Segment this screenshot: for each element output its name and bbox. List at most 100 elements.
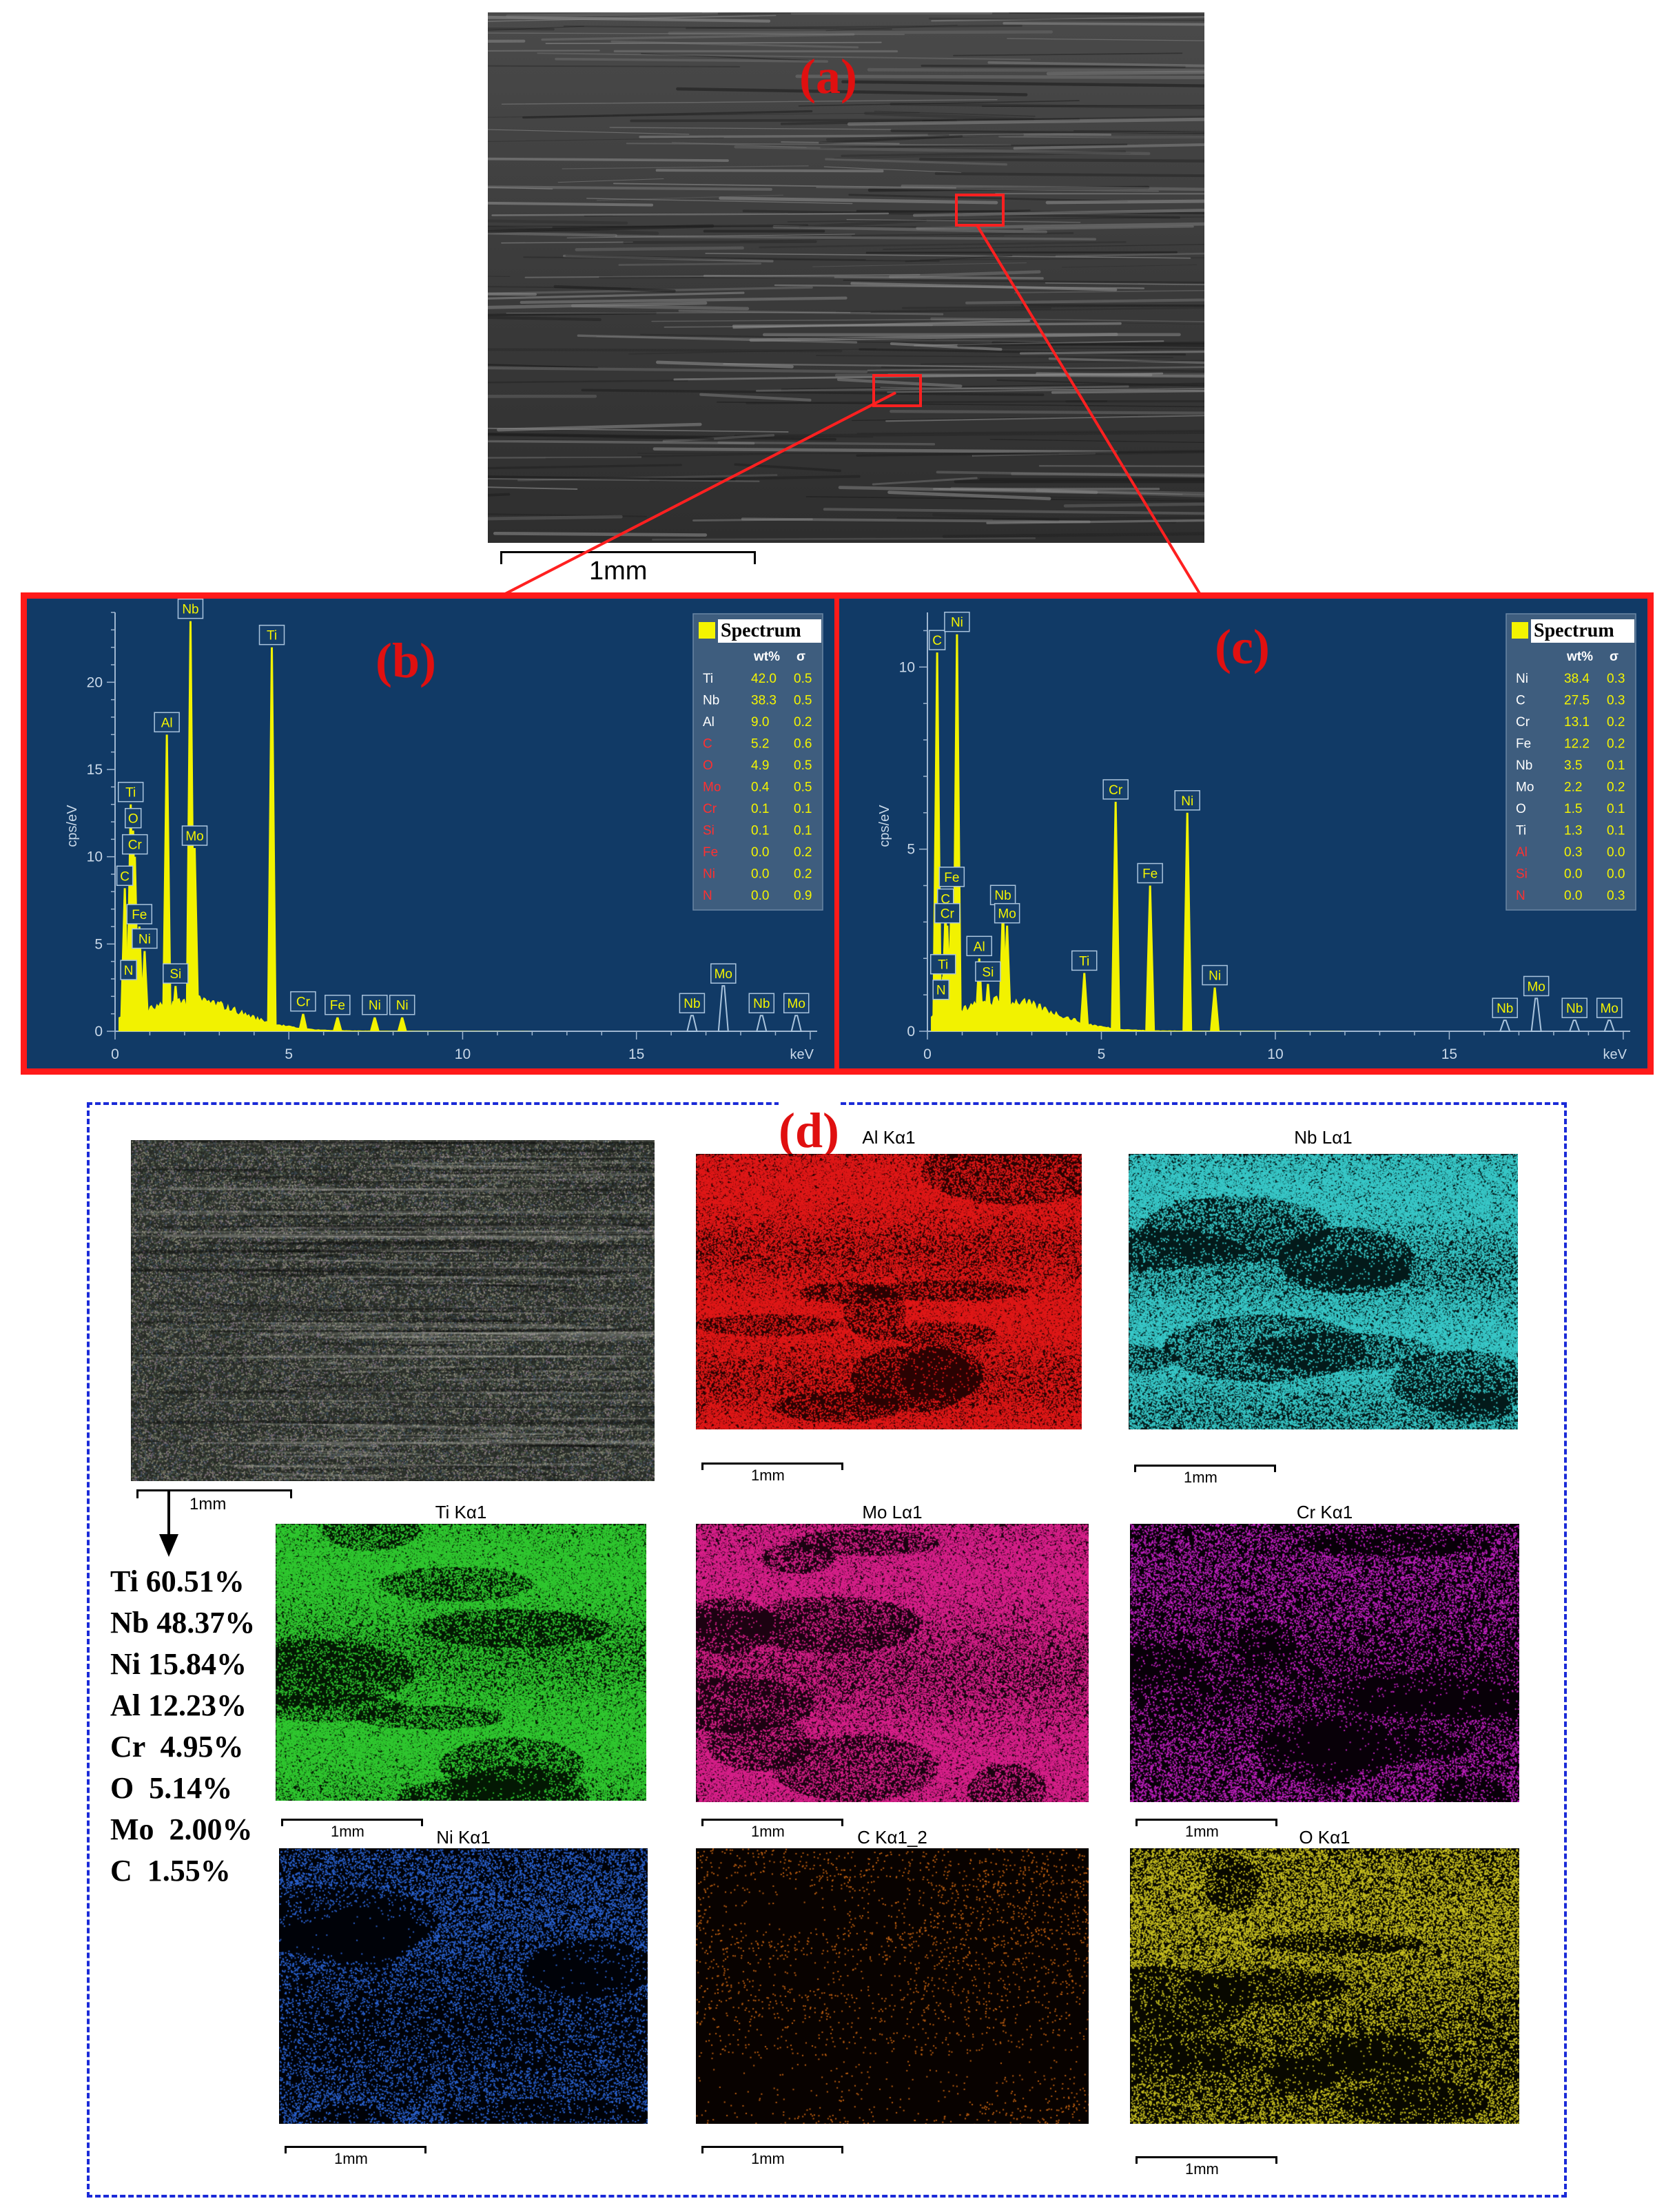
region-b-box xyxy=(872,374,922,407)
map-scale-label: 1mm xyxy=(1185,2160,1219,2178)
sem-micrograph-d xyxy=(131,1140,655,1481)
peak-label: Mo xyxy=(185,829,203,844)
legend-element: Cr xyxy=(703,802,717,816)
scale-bar-d xyxy=(136,1489,292,1498)
legend-element: Ti xyxy=(1516,824,1526,838)
map-scale-bar xyxy=(701,2146,843,2153)
spectrum-background xyxy=(119,995,533,1031)
x-tick-label: 15 xyxy=(1441,1046,1457,1062)
scale-bar-a xyxy=(500,551,756,564)
spectrum-peak xyxy=(1499,1020,1511,1032)
peak-label: Fe xyxy=(132,908,147,922)
peak-label: Ti xyxy=(938,958,948,973)
spectrum-peak xyxy=(756,1015,768,1032)
peak-label: Si xyxy=(982,965,994,980)
peak-label-box xyxy=(290,991,316,1012)
legend-sigma: 0.5 xyxy=(794,672,812,686)
map-scale-label: 1mm xyxy=(331,1823,364,1840)
spectrum-peak xyxy=(267,647,277,1031)
spectrum-peak xyxy=(369,1017,380,1031)
spectrum-peak xyxy=(189,848,200,1031)
legend-element: Al xyxy=(703,715,715,730)
legend-element: Nb xyxy=(1516,758,1532,773)
legend-title-bg xyxy=(718,619,821,643)
legend-wt: 42.0 xyxy=(751,672,777,686)
legend-title-bg xyxy=(1531,619,1634,643)
y-tick-label: 15 xyxy=(87,762,103,778)
element-map xyxy=(1130,1524,1519,1802)
spectrum-peak xyxy=(1603,1020,1616,1032)
legend-wt: 0.0 xyxy=(751,867,769,882)
legend-element: Fe xyxy=(703,845,718,860)
map-title: O Kα1 xyxy=(1299,1827,1350,1848)
x-axis-label: keV xyxy=(1603,1047,1627,1062)
spectrum-panel-b: 0 5 10 15 20 0 5 10 15 keV cps/eV Nb Ti Al Mo Ti O Cr C Fe N… xyxy=(27,599,834,1068)
panel-label-b: (b) xyxy=(376,633,436,688)
peak-label: C xyxy=(932,634,942,648)
spectrum-peak xyxy=(170,986,181,1031)
panel-label-a: (a) xyxy=(799,49,857,104)
map-scale-bar xyxy=(701,1462,843,1470)
peak-label: Ni xyxy=(951,616,963,630)
peak-label-box xyxy=(1174,790,1200,811)
peak-label-box xyxy=(117,781,144,803)
legend-wt: 2.2 xyxy=(1564,781,1582,795)
legend-element: Nb xyxy=(703,694,719,708)
legend-wt: 13.1 xyxy=(1564,715,1590,730)
peak-label-box xyxy=(1137,862,1163,884)
scale-label-a: 1mm xyxy=(589,557,648,586)
peak-label-box xyxy=(710,963,737,984)
peak-label-box xyxy=(362,994,388,1015)
peak-label-box xyxy=(929,953,956,975)
legend-sigma: 0.3 xyxy=(1607,889,1625,903)
spectrum-peak xyxy=(983,984,993,1031)
map-title: Cr Kα1 xyxy=(1296,1502,1353,1522)
map-title: C Kα1_2 xyxy=(857,1827,927,1848)
peak-label-box xyxy=(928,630,946,650)
legend-element: O xyxy=(703,758,713,773)
spectrum-chart-c: 0 5 10 0 5 10 15 keV cps/eV C Ni Cr Ni Fe Nb Mo Fe C Cr Al T… xyxy=(839,599,1647,1068)
peak-label-box xyxy=(966,936,992,957)
peak-label: Fe xyxy=(1142,867,1158,882)
map-scale-bar xyxy=(1135,1819,1277,1826)
peak-label: Nb xyxy=(1566,1002,1583,1016)
legend-sigma: 0.2 xyxy=(794,845,812,860)
peak-label-box xyxy=(1071,950,1098,971)
map-scale-bar xyxy=(701,1819,843,1826)
spectrum-peak xyxy=(717,985,729,1032)
legend-element: Mo xyxy=(1516,781,1534,795)
peak-label: Nb xyxy=(182,603,198,617)
spectrum-peak xyxy=(397,1017,407,1031)
legend-sigma: 0.2 xyxy=(794,867,812,882)
spectrum-peak xyxy=(1002,925,1012,1031)
x-tick-label: 5 xyxy=(1098,1046,1106,1062)
peak-label-box xyxy=(932,979,949,1000)
legend-sigma: 0.2 xyxy=(1607,737,1625,752)
x-tick-label: 10 xyxy=(455,1046,471,1062)
map-title: Nb Lα1 xyxy=(1294,1127,1353,1148)
spectrum-peak xyxy=(932,652,943,1031)
element-map xyxy=(1130,1848,1519,2124)
x-tick-label: 10 xyxy=(1267,1046,1283,1062)
map-scale-label: 1mm xyxy=(751,1823,785,1840)
legend-box xyxy=(692,613,823,911)
element-map xyxy=(279,1848,648,2124)
legend-sigma: 0.3 xyxy=(1607,694,1625,708)
peak-label: Ni xyxy=(1181,794,1193,809)
peak-label-box xyxy=(124,807,142,829)
spectrum-peak xyxy=(974,958,985,1031)
peak-label: Al xyxy=(161,716,173,730)
spectrum-peak xyxy=(1111,801,1121,1031)
peak-label: Mo xyxy=(1527,980,1545,994)
peak-label: Fe xyxy=(944,871,959,885)
legend-wt: 0.0 xyxy=(751,845,769,860)
legend-wt: 0.3 xyxy=(1564,845,1582,860)
y-axis-label: cps/eV xyxy=(877,805,892,847)
peak-label: N xyxy=(124,964,134,978)
peak-label-box xyxy=(120,960,137,980)
peak-label-box xyxy=(325,994,351,1015)
spectrum-panel-c: 0 5 10 0 5 10 15 keV cps/eV C Ni Cr Ni Fe Nb Mo Fe C Cr Al T… xyxy=(839,599,1647,1068)
map-title: Mo Lα1 xyxy=(862,1502,923,1522)
spectrum-peak xyxy=(952,634,962,1031)
legend-element: Si xyxy=(703,824,715,838)
